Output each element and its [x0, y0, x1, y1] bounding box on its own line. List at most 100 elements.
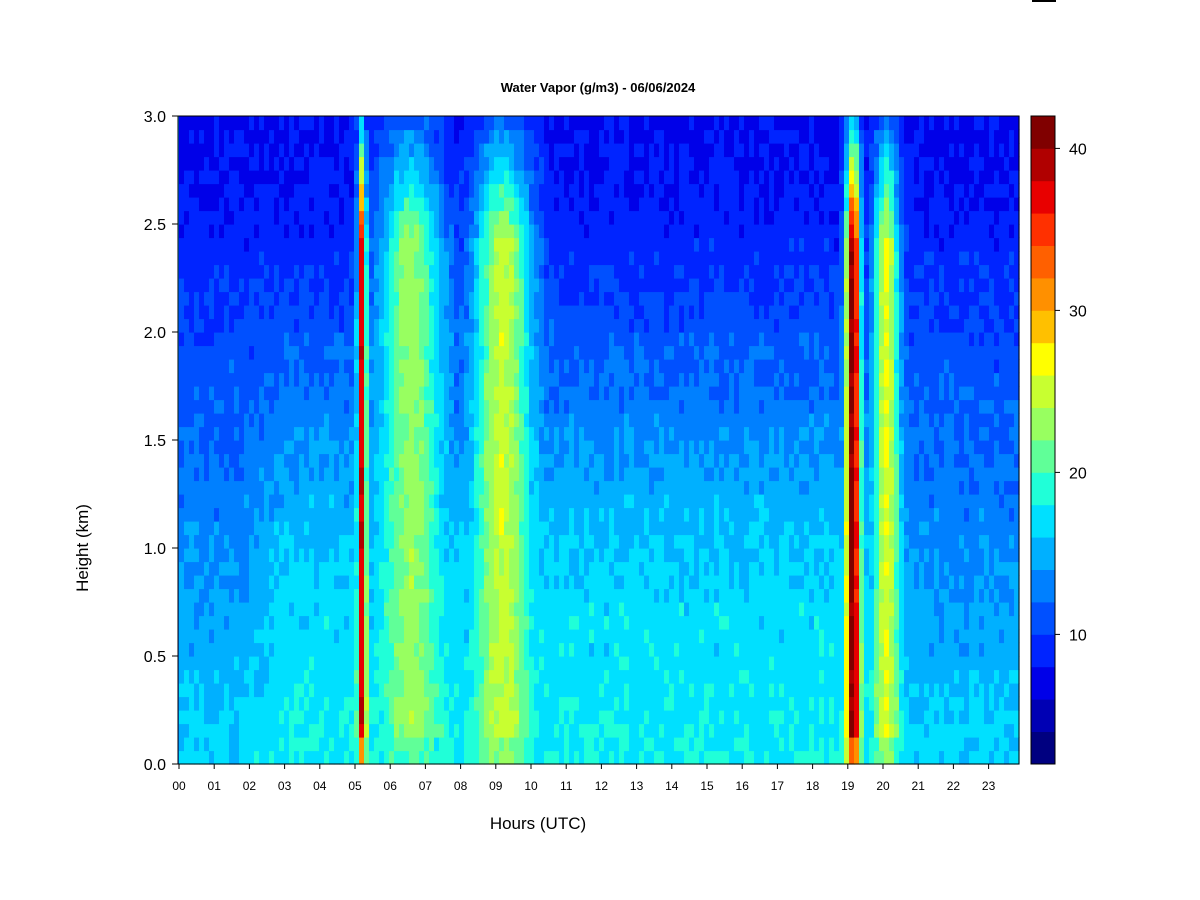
heatmap-cell: [379, 278, 385, 293]
heatmap-cell: [359, 291, 365, 306]
heatmap-cell: [624, 399, 630, 414]
heatmap-cell: [549, 521, 555, 536]
heatmap-cell: [299, 413, 305, 428]
heatmap-cell: [194, 291, 200, 306]
heatmap-cell: [489, 642, 495, 657]
heatmap-cell: [424, 413, 430, 428]
heatmap-cell: [499, 156, 505, 171]
heatmap-cell: [224, 264, 230, 279]
heatmap-cell: [654, 440, 660, 455]
heatmap-cell: [499, 737, 505, 752]
heatmap-cell: [314, 696, 320, 711]
heatmap-cell: [464, 426, 470, 441]
heatmap-cell: [359, 750, 365, 765]
heatmap-cell: [449, 494, 455, 509]
heatmap-cell: [429, 521, 435, 536]
heatmap-cell: [489, 143, 495, 158]
heatmap-cell: [609, 237, 615, 252]
heatmap-cell: [524, 723, 530, 738]
heatmap-cell: [664, 561, 670, 576]
heatmap-cell: [274, 588, 280, 603]
heatmap-cell: [479, 696, 485, 711]
heatmap-cell: [274, 710, 280, 725]
heatmap-cell: [524, 291, 530, 306]
heatmap-cell: [399, 291, 405, 306]
heatmap-cell: [574, 318, 580, 333]
heatmap-cell: [229, 305, 235, 320]
heatmap-cell: [409, 615, 415, 630]
heatmap-cell: [624, 359, 630, 374]
heatmap-cell: [239, 426, 245, 441]
heatmap-cell: [464, 129, 470, 144]
heatmap-cell: [494, 602, 500, 617]
heatmap-cell: [659, 710, 665, 725]
heatmap-cell: [559, 237, 565, 252]
heatmap-cell: [264, 521, 270, 536]
heatmap-cell: [654, 183, 660, 198]
heatmap-cell: [264, 602, 270, 617]
heatmap-cell: [669, 129, 675, 144]
heatmap-cell: [379, 602, 385, 617]
heatmap-cell: [224, 507, 230, 522]
heatmap-cell: [319, 197, 325, 212]
heatmap-cell: [379, 453, 385, 468]
heatmap-cell: [404, 156, 410, 171]
heatmap-cell: [659, 494, 665, 509]
heatmap-cell: [649, 224, 655, 239]
heatmap-cell: [294, 669, 300, 684]
heatmap-cell: [604, 156, 610, 171]
heatmap-cell: [499, 561, 505, 576]
heatmap-cell: [594, 359, 600, 374]
heatmap-cell: [479, 183, 485, 198]
heatmap-cell: [554, 656, 560, 671]
heatmap-cell: [609, 399, 615, 414]
heatmap-cell: [559, 372, 565, 387]
heatmap-cell: [459, 534, 465, 549]
heatmap-cell: [509, 683, 515, 698]
heatmap-cell: [619, 372, 625, 387]
heatmap-cell: [229, 588, 235, 603]
heatmap-cell: [204, 413, 210, 428]
heatmap-cell: [319, 615, 325, 630]
heatmap-cell: [349, 426, 355, 441]
heatmap-cell: [664, 291, 670, 306]
heatmap-cell: [229, 575, 235, 590]
heatmap-cell: [529, 291, 535, 306]
heatmap-cell: [659, 534, 665, 549]
heatmap-cell: [479, 237, 485, 252]
heatmap-cell: [319, 291, 325, 306]
heatmap-cell: [554, 534, 560, 549]
heatmap-cell: [489, 507, 495, 522]
heatmap-cell: [254, 440, 260, 455]
heatmap-cell: [239, 629, 245, 644]
heatmap-cell: [464, 602, 470, 617]
heatmap-cell: [394, 413, 400, 428]
heatmap-cell: [229, 669, 235, 684]
heatmap-cell: [379, 575, 385, 590]
heatmap-cell: [609, 615, 615, 630]
heatmap-cell: [599, 548, 605, 563]
heatmap-cell: [624, 413, 630, 428]
heatmap-cell: [499, 116, 505, 131]
heatmap-cell: [184, 629, 190, 644]
heatmap-cell: [529, 440, 535, 455]
heatmap-cell: [454, 453, 460, 468]
heatmap-cell: [569, 345, 575, 360]
heatmap-cell: [179, 399, 185, 414]
heatmap-cell: [259, 291, 265, 306]
heatmap-cell: [349, 345, 355, 360]
heatmap-cell: [439, 710, 445, 725]
heatmap-cell: [234, 170, 240, 185]
heatmap-cell: [294, 710, 300, 725]
heatmap-cell: [354, 224, 360, 239]
heatmap-cell: [499, 170, 505, 185]
heatmap-cell: [599, 656, 605, 671]
heatmap-cell: [189, 602, 195, 617]
heatmap-cell: [339, 561, 345, 576]
heatmap-cell: [384, 507, 390, 522]
heatmap-cell: [209, 683, 215, 698]
heatmap-cell: [274, 669, 280, 684]
heatmap-cell: [464, 197, 470, 212]
heatmap-cell: [374, 129, 380, 144]
heatmap-cell: [674, 237, 680, 252]
